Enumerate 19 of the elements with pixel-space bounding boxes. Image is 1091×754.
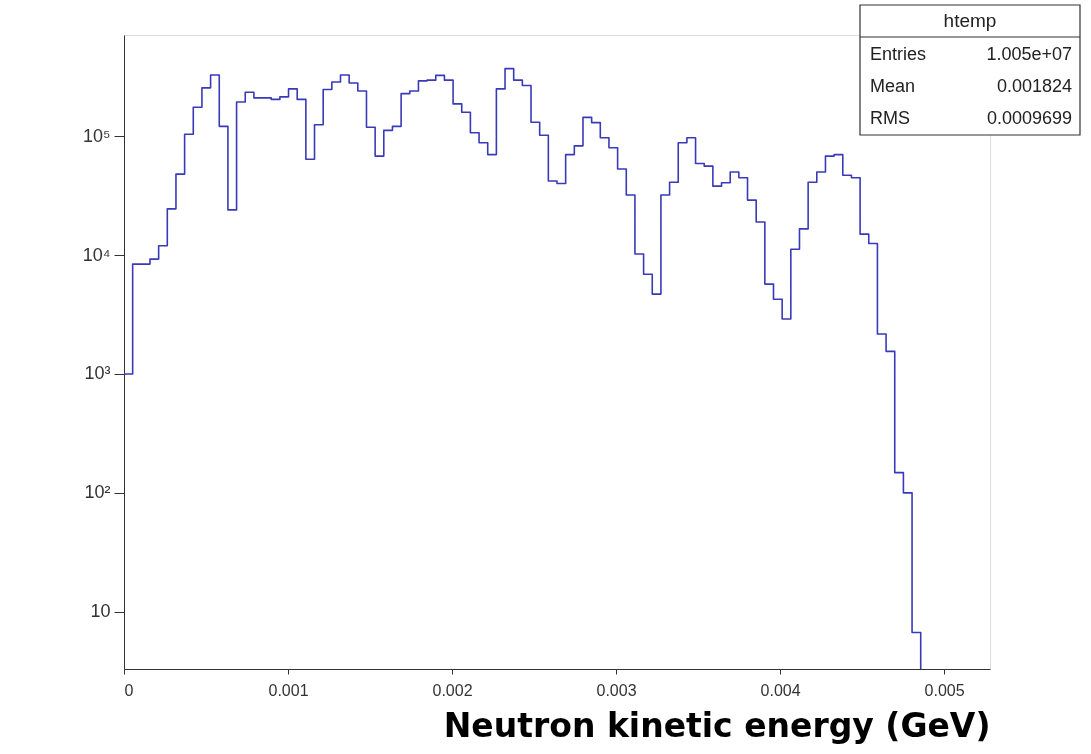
y-tick-label: 10⁴ bbox=[82, 244, 111, 265]
x-tick-label: 0.002 bbox=[432, 681, 473, 699]
annotation: 0.0009699 bbox=[986, 108, 1072, 128]
text: htemp bbox=[943, 10, 997, 31]
y-tick-label: 10² bbox=[84, 482, 111, 503]
annotation: Mean bbox=[870, 76, 916, 96]
x-tick-label: 0.001 bbox=[268, 681, 309, 699]
x-tick-label: 0.003 bbox=[596, 681, 637, 699]
y-tick-label: 10⁵ bbox=[83, 125, 111, 146]
annotation: Entries bbox=[870, 44, 927, 64]
y-tick-label: 10³ bbox=[84, 363, 111, 384]
text: 0.001824 bbox=[996, 76, 1072, 96]
x-tick-label: 0 bbox=[124, 681, 134, 699]
y-tick-label: 10 bbox=[90, 601, 111, 622]
annotation: RMS bbox=[870, 108, 910, 128]
x-tick-label: 0.005 bbox=[924, 681, 965, 699]
x-axis-title: Neutron kinetic energy (GeV) bbox=[443, 705, 991, 745]
annotation: 1.005e+07 bbox=[986, 44, 1072, 64]
x-tick-label: 0.004 bbox=[760, 681, 801, 699]
